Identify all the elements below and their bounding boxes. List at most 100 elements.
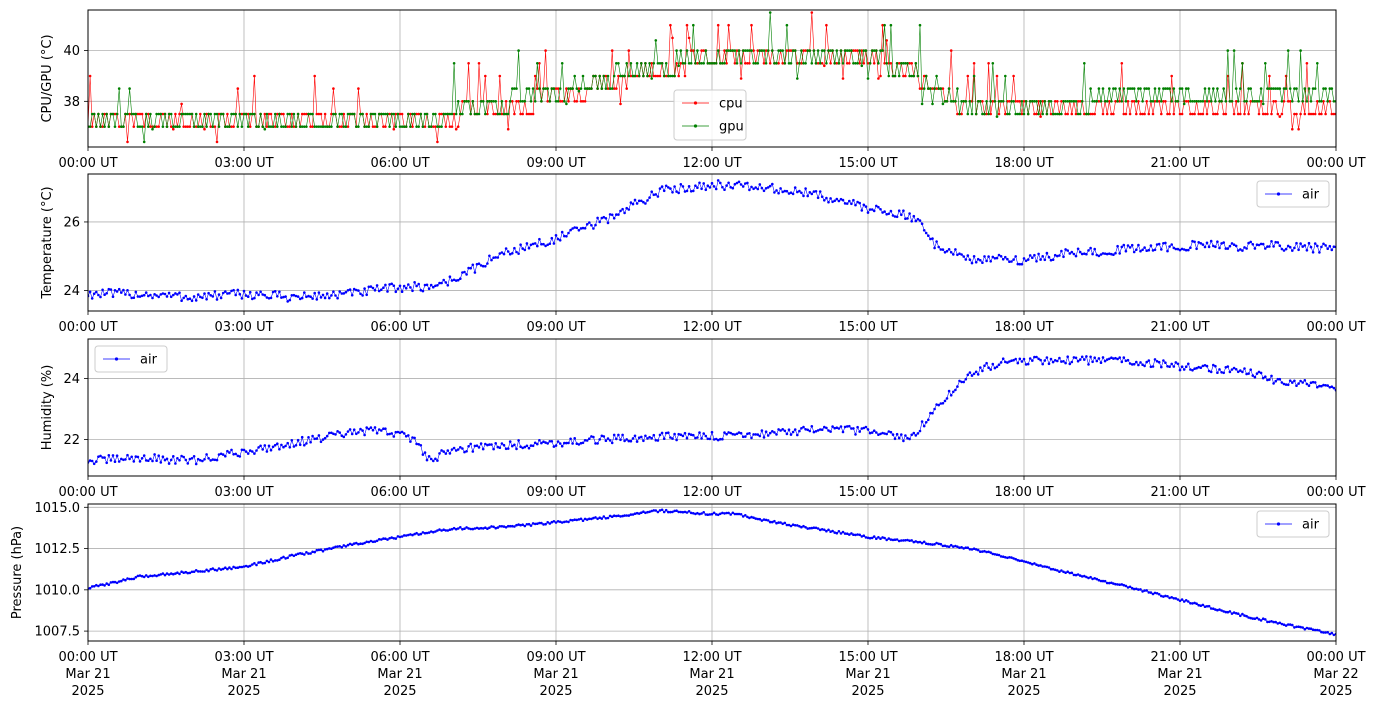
data-point — [186, 297, 190, 301]
data-point — [752, 187, 755, 191]
data-point — [415, 125, 418, 128]
data-point — [265, 125, 269, 128]
data-point — [180, 454, 183, 458]
data-point — [199, 125, 202, 128]
data-point — [571, 442, 574, 445]
data-point — [504, 100, 508, 103]
data-point — [814, 190, 818, 193]
data-point — [768, 520, 772, 524]
data-point — [224, 125, 227, 128]
data-point — [1014, 100, 1017, 103]
data-point — [446, 449, 450, 452]
data-point — [117, 287, 121, 291]
data-point — [974, 260, 978, 264]
data-point — [604, 74, 608, 78]
data-point — [174, 292, 177, 295]
data-point — [806, 194, 809, 198]
data-point — [442, 278, 446, 282]
data-point — [1214, 100, 1217, 103]
data-point — [413, 112, 416, 116]
data-point — [124, 293, 127, 296]
data-point — [664, 74, 668, 78]
data-point — [238, 565, 242, 569]
data-point — [157, 573, 160, 577]
data-point — [924, 74, 928, 78]
data-point — [594, 74, 597, 78]
x-tick-label-time: 15:00 UT — [838, 320, 897, 335]
x-tick-label-date: Mar 21 — [845, 667, 890, 682]
data-point — [357, 431, 360, 434]
data-point — [194, 125, 198, 128]
data-point — [219, 296, 223, 300]
data-point — [1043, 359, 1047, 362]
data-point — [1313, 112, 1317, 116]
data-point — [1182, 368, 1186, 371]
data-point — [858, 533, 861, 537]
data-point — [463, 527, 466, 530]
data-point — [346, 289, 350, 292]
data-point — [700, 512, 703, 515]
data-point — [425, 283, 429, 287]
data-point — [298, 552, 302, 555]
data-point — [192, 125, 196, 128]
data-point — [766, 434, 770, 437]
data-point — [434, 530, 437, 533]
data-point — [367, 285, 371, 289]
data-point — [1141, 363, 1144, 367]
data-point — [635, 202, 639, 205]
data-point — [1122, 243, 1126, 247]
data-point — [995, 553, 999, 556]
data-point — [230, 567, 233, 571]
data-point — [1236, 100, 1240, 103]
data-point — [569, 518, 572, 522]
data-point — [1164, 361, 1167, 365]
data-point — [1035, 100, 1038, 103]
data-point — [1006, 361, 1009, 364]
data-point — [908, 74, 911, 78]
data-point — [956, 545, 959, 548]
data-point — [446, 284, 450, 287]
data-point — [804, 428, 807, 431]
legend-marker-air — [114, 357, 119, 361]
data-point — [960, 100, 963, 103]
data-point — [1047, 566, 1051, 569]
data-point — [648, 196, 651, 199]
data-point — [271, 560, 275, 563]
data-point — [995, 256, 999, 260]
data-point — [384, 112, 387, 116]
data-point — [334, 112, 337, 116]
data-point — [544, 441, 547, 444]
data-point — [610, 213, 614, 217]
data-point — [380, 288, 383, 292]
data-point — [931, 411, 934, 415]
data-point — [338, 431, 342, 434]
data-point — [943, 399, 947, 403]
data-point — [88, 290, 92, 294]
data-point — [371, 540, 375, 544]
data-point — [421, 531, 425, 534]
data-point — [816, 527, 820, 530]
data-point — [149, 574, 152, 578]
data-point — [1322, 87, 1325, 90]
data-point — [796, 190, 799, 194]
data-point — [407, 533, 410, 537]
data-point — [1116, 583, 1119, 586]
data-point — [232, 288, 235, 292]
data-point — [937, 542, 940, 546]
data-point — [215, 298, 219, 301]
data-point — [438, 452, 441, 455]
data-point — [1322, 242, 1325, 246]
data-point — [617, 433, 620, 437]
data-point — [949, 394, 953, 397]
data-point — [1074, 254, 1078, 258]
data-point — [735, 512, 739, 516]
x-tick-label-time: 09:00 UT — [526, 650, 585, 665]
data-point — [461, 100, 464, 103]
data-point — [454, 127, 458, 131]
data-point — [796, 62, 799, 65]
data-point — [581, 519, 585, 522]
data-point — [625, 514, 628, 517]
data-point — [1199, 100, 1203, 103]
data-point — [538, 62, 541, 65]
data-point — [623, 211, 626, 215]
